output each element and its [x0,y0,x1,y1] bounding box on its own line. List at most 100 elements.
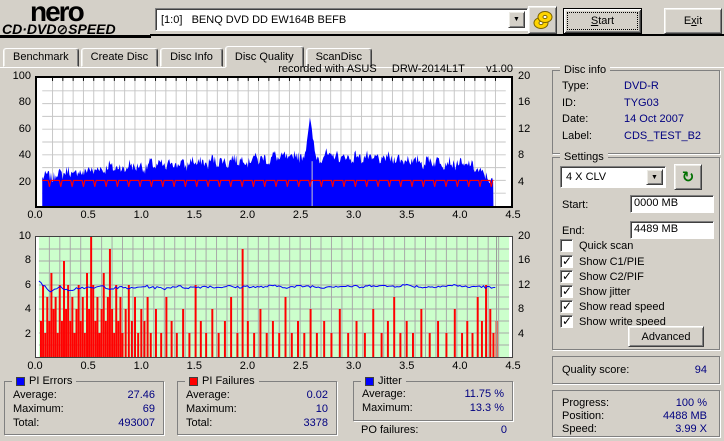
chevron-down-icon[interactable]: ▼ [646,169,663,185]
axis-tick-label: 0.0 [27,209,43,221]
speed-select-value: 4 X CLV [566,171,607,183]
axis-tick-label: 2.0 [239,360,256,372]
position-value: 4488 MB [662,410,707,422]
stat-value: 11.75 % [464,388,504,400]
checkbox-show-read-speed[interactable]: Show read speed [560,299,665,313]
axis-tick-label: 4 [518,327,525,340]
axis-tick-label: 60 [18,122,31,135]
jitter-panel: Jitter Average: 11.75 % Maximum: 13.3 % [353,375,513,421]
stat-label: Total: [13,417,40,429]
tab-create-disc[interactable]: Create Disc [80,48,159,67]
axis-tick-label: 3.0 [346,360,362,372]
checkbox-show-c1-pie[interactable]: Show C1/PIE [560,254,644,268]
checkbox-show-jitter[interactable]: Show jitter [560,284,630,298]
show-c2-pif-checkbox[interactable] [560,269,573,283]
show-write-speed-checkbox[interactable] [560,314,573,328]
stat-value: 13.3 % [469,402,504,414]
discs-icon [533,11,552,29]
axis-tick-label: 4 [518,175,525,188]
axis-tick-label: 8 [518,149,525,162]
axis-tick-label: 1.5 [186,360,202,372]
show-read-speed-checkbox[interactable] [560,299,573,313]
po-failures-label: PO failures: [361,424,419,436]
tab-benchmark[interactable]: Benchmark [3,48,79,67]
show-jitter-checkbox[interactable] [560,284,573,298]
stat-label: Maximum: [362,402,413,414]
start-position-label: Start: [562,199,589,211]
jitter-chip [365,376,374,386]
stat-value: 3378 [303,417,328,429]
advanced-button[interactable]: Advanced [628,326,704,347]
disc-label-value: CDS_TEST_B2 [624,130,702,142]
axis-tick-label: 12 [518,278,531,291]
quality-score-value: 94 [694,364,707,376]
axis-tick-label: 10 [18,230,31,242]
refresh-button[interactable]: ↻ [674,164,702,190]
start-button[interactable]: Start [563,8,642,34]
axis-tick-label: 4 [24,303,31,316]
disc-type-value: DVD-R [624,80,659,92]
refresh-icon: ↻ [681,169,695,186]
eject-button[interactable] [528,6,557,34]
axis-tick-label: 20 [518,70,531,82]
disc-id-value: TYG03 [624,97,659,109]
stat-label: Total: [186,417,213,429]
axis-tick-label: 0.5 [80,209,96,221]
nero-logo: nero CD·DVD⊘SPEED [0,0,151,39]
disc-label-label: Label: [562,130,592,142]
recorded-with-label: recorded with ASUS DRW-2014L1T v1.00 [278,63,513,75]
pi-failures-jitter-chart [35,236,513,358]
progress-value: 100 % [675,397,707,409]
axis-tick-label: 4.5 [505,360,521,372]
axis-tick-label: 1.0 [133,209,149,221]
speed-select[interactable]: 4 X CLV ▼ [560,166,666,188]
disc-type-label: Type: [562,80,589,92]
po-failures-value: 0 [500,424,507,436]
axis-tick-label: 0.5 [80,360,96,372]
exit-button[interactable]: Exit [664,8,722,34]
show-c1-pie-checkbox[interactable] [560,254,573,268]
checkbox-show-write-speed[interactable]: Show write speed [560,314,666,328]
chevron-down-icon[interactable]: ▼ [508,11,525,28]
checkbox-show-c2-pif[interactable]: Show C2/PIF [560,269,644,283]
end-position-label: End: [562,225,585,237]
disc-id-label: ID: [562,97,577,109]
stat-value: 0.02 [306,389,328,401]
quality-score-label: Quality score: [562,364,630,376]
tab-scandisc[interactable]: ScanDisc [305,48,373,67]
stat-label: Maximum: [186,403,237,415]
progress-label: Progress: [562,397,610,409]
axis-tick-label: 4.0 [452,209,468,221]
stat-label: Average: [186,389,230,401]
axis-tick-label: 0.0 [27,360,43,372]
axis-tick-label: 2.0 [239,209,256,221]
quick-scan-checkbox[interactable] [560,239,573,252]
drive-select[interactable]: [1:0] BENQ DVD DD EW164B BEFB ▼ [155,8,528,31]
tab-disc-quality[interactable]: Disc Quality [224,46,304,68]
pi-errors-chip [16,376,25,386]
stat-label: Maximum: [13,403,64,415]
axis-tick-label: 1.0 [133,360,149,372]
stat-value: 10 [315,403,328,415]
end-position-field[interactable]: 4489 MB [630,221,714,239]
checkbox-quick-scan[interactable]: Quick scan [560,239,633,252]
pi-failures-title: PI Failures [202,375,255,387]
axis-tick-label: 8 [518,303,525,316]
axis-tick-label: 100 [12,70,31,82]
jitter-title: Jitter [378,375,402,387]
settings-title: Settings [564,151,604,163]
disc-date-label: Date: [562,113,589,125]
stat-value: 493007 [118,417,155,429]
position-label: Position: [562,410,605,422]
toolbar-divider [150,34,724,36]
axis-tick-label: 4.0 [452,360,468,372]
tab-bar: Benchmark Create Disc Disc Info Disc Qua… [3,46,374,68]
tab-disc-info[interactable]: Disc Info [160,48,223,67]
start-position-field[interactable]: 0000 MB [630,195,714,213]
axis-tick-label: 3.5 [399,209,415,221]
settings-panel: Settings [552,151,720,350]
speed-value: 3.99 X [675,423,707,435]
axis-tick-label: 2.5 [292,360,309,372]
axis-tick-label: 20 [18,175,31,188]
